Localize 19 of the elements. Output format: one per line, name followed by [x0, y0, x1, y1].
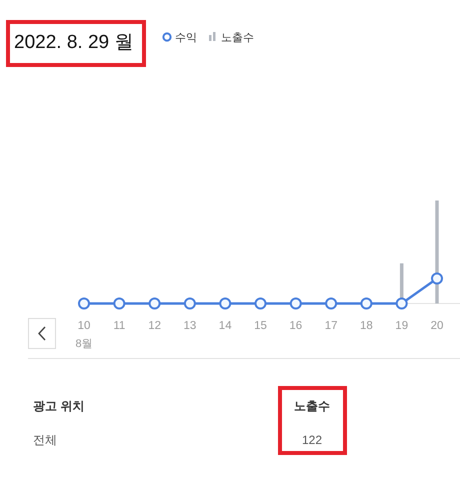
x-tick-label: 11 [113, 320, 126, 332]
text: 122 [302, 433, 322, 447]
text: 노출수 [294, 399, 330, 413]
text: 광고 위치 [33, 399, 84, 413]
x-tick-label: 17 [324, 320, 338, 332]
legend-label: 수익 [175, 32, 197, 44]
x-tick-label: 10 [78, 320, 90, 332]
x-tick-label: 12 [148, 320, 161, 332]
chart-title: 2022. 8. 29 월 [14, 32, 134, 53]
legend-label: 노출수 [221, 32, 254, 44]
text: 전체 [33, 433, 57, 447]
x-tick-label: 18 [360, 320, 373, 332]
text: 8월 [75, 338, 93, 350]
x-tick-label: 19 [395, 320, 408, 332]
x-tick-label: 15 [254, 320, 267, 332]
x-tick-label: 16 [289, 320, 302, 332]
x-tick-label: 14 [218, 320, 232, 332]
x-tick-label: 20 [430, 320, 444, 332]
x-tick-label: 13 [184, 320, 196, 332]
